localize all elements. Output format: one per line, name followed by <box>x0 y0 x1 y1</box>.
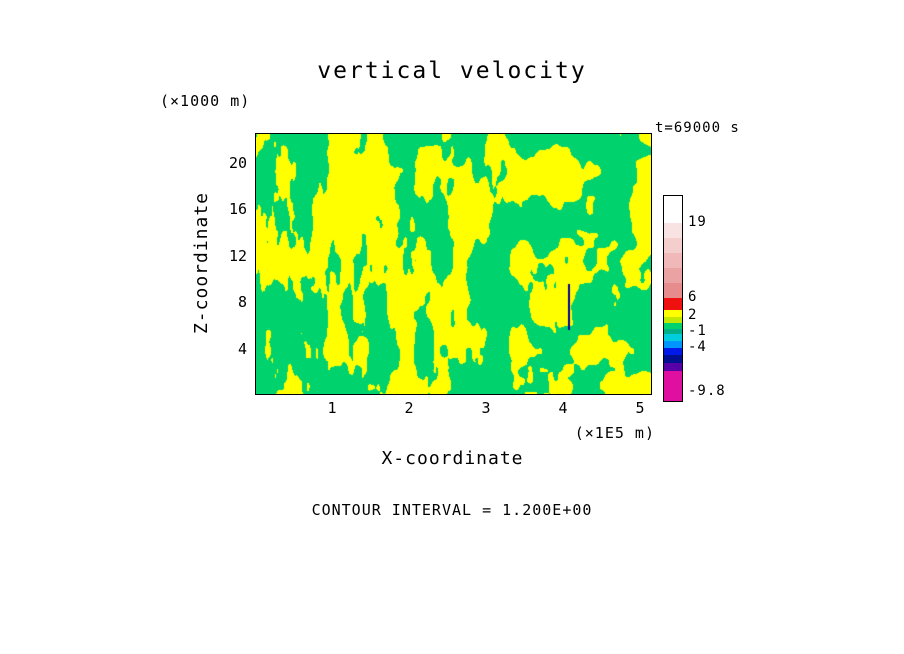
colorbar-segment <box>664 371 682 401</box>
colorbar-tick-label: 2 <box>688 307 698 323</box>
plot-area <box>255 133 652 395</box>
colorbar-segment <box>664 363 682 371</box>
colorbar-segment <box>664 283 682 298</box>
y-tick-label: 16 <box>228 200 247 218</box>
colorbar-segment <box>664 317 682 323</box>
colorbar-tick-label: -9.8 <box>688 383 726 399</box>
colorbar-segment <box>664 348 682 355</box>
colorbar-segment <box>664 298 682 310</box>
colorbar-segment <box>664 323 682 329</box>
colorbar-segment <box>664 238 682 253</box>
colorbar-segment <box>664 268 682 283</box>
colorbar-segment <box>664 334 682 341</box>
x-axis-units-label: (×1E5 m) <box>574 424 655 442</box>
y-tick-label: 20 <box>228 154 247 172</box>
colorbar-segment <box>664 253 682 268</box>
timestamp-label: t=69000 s <box>655 120 740 136</box>
y-tick-label: 12 <box>228 247 247 265</box>
y-axis-title: Z-coordinate <box>191 191 212 335</box>
contour-interval-label: CONTOUR INTERVAL = 1.200E+00 <box>311 501 593 519</box>
y-tick-label: 8 <box>237 293 247 311</box>
colorbar-segment <box>664 310 682 317</box>
colorbar-tick-label: -1 <box>688 323 707 339</box>
colorbar-segment <box>664 329 682 334</box>
colorbar-tick-label: 19 <box>688 214 707 230</box>
colorbar-tick-label: 6 <box>688 289 698 305</box>
colorbar-segment <box>664 223 682 238</box>
y-axis-units-label: (×1000 m) <box>160 92 251 110</box>
x-tick-label: 2 <box>404 399 414 417</box>
x-tick-label: 4 <box>558 399 568 417</box>
colorbar-segment <box>664 341 682 348</box>
colorbar-tick-label: -4 <box>688 339 707 355</box>
colorbar <box>663 195 683 402</box>
contour-field <box>256 134 651 394</box>
colorbar-segment <box>664 196 682 223</box>
x-tick-label: 3 <box>481 399 491 417</box>
y-tick-label: 4 <box>237 340 247 358</box>
x-tick-label: 1 <box>327 399 337 417</box>
x-tick-label: 5 <box>635 399 645 417</box>
colorbar-segment <box>664 355 682 363</box>
chart-title: vertical velocity <box>317 58 587 84</box>
x-axis-title: X-coordinate <box>381 448 524 469</box>
